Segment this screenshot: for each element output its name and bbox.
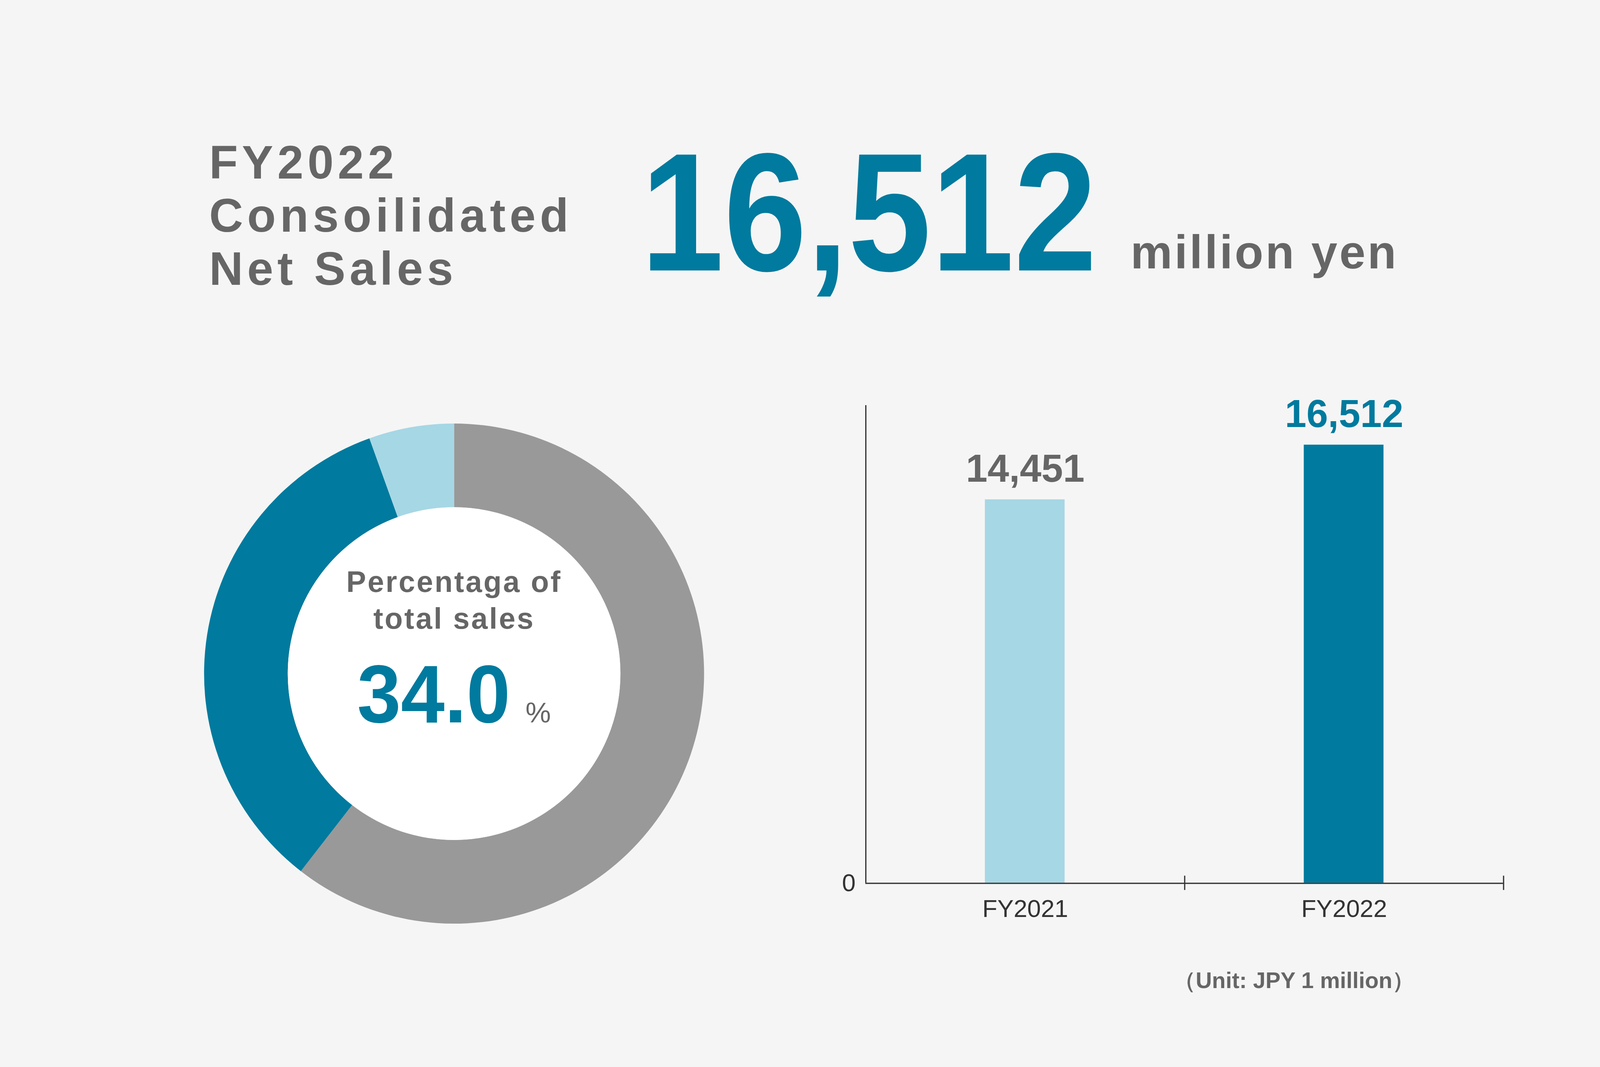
svg-text:（Unit: JPY 1 million）: （Unit: JPY 1 million） bbox=[1173, 967, 1415, 993]
svg-text:14,451: 14,451 bbox=[966, 446, 1085, 490]
svg-text:FY2021: FY2021 bbox=[982, 894, 1069, 922]
svg-text:16,512: 16,512 bbox=[640, 117, 1097, 306]
svg-text:FY2022ConsoilidatedNet Sales: FY2022ConsoilidatedNet Sales bbox=[209, 135, 573, 295]
svg-text:16,512: 16,512 bbox=[1284, 391, 1404, 436]
svg-text:FY2022: FY2022 bbox=[1301, 894, 1388, 922]
svg-text:%: % bbox=[525, 696, 551, 729]
svg-text:million yen: million yen bbox=[1130, 225, 1399, 279]
svg-text:34.0: 34.0 bbox=[357, 648, 511, 740]
svg-text:0: 0 bbox=[841, 868, 856, 897]
svg-text:Percentaga oftotal sales: Percentaga oftotal sales bbox=[346, 564, 562, 635]
